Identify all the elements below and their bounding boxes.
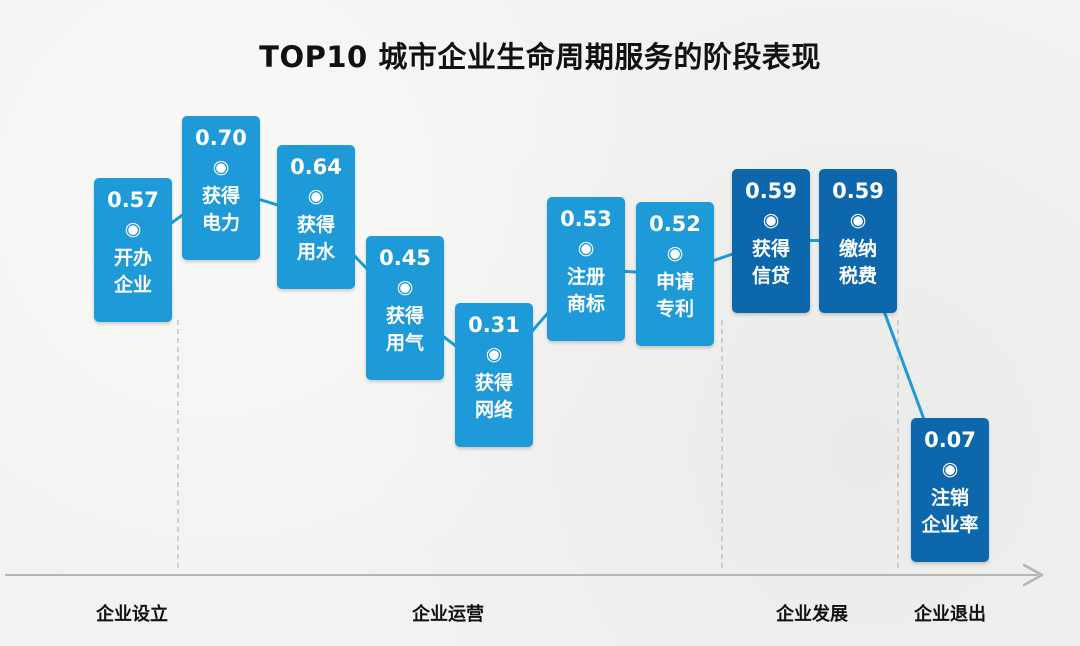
- card-marker-icon: ◉: [941, 457, 959, 480]
- card-category-label: 获得 电力: [182, 183, 260, 237]
- card-value-label: 0.31: [468, 312, 520, 337]
- card-category-label: 注册 商标: [547, 264, 625, 318]
- card-category-label: 申请 专利: [636, 269, 714, 323]
- card-category-label: 获得 用气: [366, 303, 444, 357]
- value-card-7: 0.52 ◉ 申请专利: [636, 202, 714, 347]
- card-category-line2: 信贷: [751, 264, 790, 287]
- card-category-label: 开办 企业: [94, 245, 172, 299]
- value-card-10: 0.07 ◉ 注销企业率: [911, 417, 989, 562]
- card-category-line1: 开办: [113, 247, 152, 270]
- card-value-label: 0.70: [195, 125, 247, 150]
- card-category-line2: 税费: [838, 264, 877, 287]
- card-category-line2: 专利: [655, 298, 694, 321]
- value-card-3: 0.64 ◉ 获得用水: [277, 144, 355, 289]
- card-marker-icon: ◉: [762, 208, 780, 231]
- value-line: [132, 186, 952, 491]
- card-category-line1: 获得: [474, 371, 513, 394]
- card-category-label: 获得 网络: [455, 370, 533, 424]
- card-category-line1: 获得: [385, 304, 424, 327]
- card-marker-icon: ◉: [485, 342, 503, 365]
- card-category-line1: 获得: [751, 237, 790, 260]
- phase-label-exit: 企业退出: [914, 604, 986, 625]
- card-marker-icon: ◉: [124, 218, 142, 241]
- card-value-label: 0.59: [832, 178, 884, 203]
- card-category-line2: 用水: [296, 240, 335, 263]
- value-card-1: 0.57 ◉ 开办企业: [94, 178, 172, 323]
- phase-label-development: 企业发展: [776, 604, 848, 625]
- phase-dividers: [177, 320, 899, 572]
- value-polyline: [132, 186, 952, 491]
- value-card-8: 0.59 ◉ 获得信贷: [732, 168, 810, 313]
- phase-label-setup: 企业设立: [96, 604, 168, 625]
- card-category-line1: 注册: [566, 266, 605, 289]
- card-category-line2: 商标: [566, 293, 605, 316]
- card-marker-icon: ◉: [577, 237, 595, 260]
- card-category-label: 注销 企业率: [911, 485, 989, 539]
- card-category-label: 缴纳 税费: [819, 236, 897, 290]
- card-category-line1: 注销: [930, 486, 969, 509]
- card-category-line2: 企业: [113, 274, 152, 297]
- value-card-9: 0.59 ◉ 缴纳税费: [819, 168, 897, 313]
- card-marker-icon: ◉: [849, 208, 867, 231]
- card-category-line2: 企业率: [921, 513, 979, 536]
- card-value-label: 0.57: [107, 188, 159, 213]
- value-card-2: 0.70 ◉ 获得电力: [182, 115, 260, 260]
- card-category-line2: 用气: [385, 331, 424, 354]
- card-category-line1: 获得: [296, 213, 335, 236]
- value-card-5: 0.31 ◉ 获得网络: [455, 302, 533, 447]
- value-card-6: 0.53 ◉ 注册商标: [547, 197, 625, 342]
- card-value-label: 0.59: [745, 178, 797, 203]
- card-value-label: 0.52: [649, 212, 701, 237]
- card-category-line2: 网络: [474, 398, 513, 421]
- chart-title: TOP10 城市企业生命周期服务的阶段表现: [259, 40, 821, 74]
- card-marker-icon: ◉: [396, 275, 414, 298]
- card-value-label: 0.53: [560, 207, 612, 232]
- card-value-label: 0.07: [924, 427, 976, 452]
- card-marker-icon: ◉: [307, 184, 325, 207]
- card-marker-icon: ◉: [212, 155, 230, 178]
- phase-label-operation: 企业运营: [412, 604, 484, 625]
- card-category-line1: 申请: [655, 271, 694, 294]
- card-category-label: 获得 用水: [277, 212, 355, 266]
- timeline-axis: [5, 563, 1044, 587]
- card-category-line1: 缴纳: [838, 237, 877, 260]
- card-category-line1: 获得: [201, 184, 240, 207]
- card-category-line2: 电力: [201, 211, 240, 234]
- value-card-4: 0.45 ◉ 获得用气: [366, 235, 444, 380]
- timeline-axis-arrowhead: [1022, 563, 1044, 587]
- card-marker-icon: ◉: [666, 242, 684, 265]
- card-value-label: 0.45: [379, 245, 431, 270]
- card-value-label: 0.64: [290, 154, 342, 179]
- card-category-label: 获得 信贷: [732, 236, 810, 290]
